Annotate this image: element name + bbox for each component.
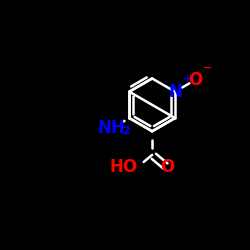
Text: +: +	[183, 74, 192, 84]
Text: HO: HO	[109, 158, 137, 176]
Text: −: −	[203, 63, 212, 73]
Text: O: O	[188, 71, 202, 89]
Text: NH: NH	[98, 120, 125, 138]
Text: O: O	[160, 158, 174, 176]
Text: 2: 2	[122, 126, 130, 136]
Text: N: N	[168, 83, 182, 101]
